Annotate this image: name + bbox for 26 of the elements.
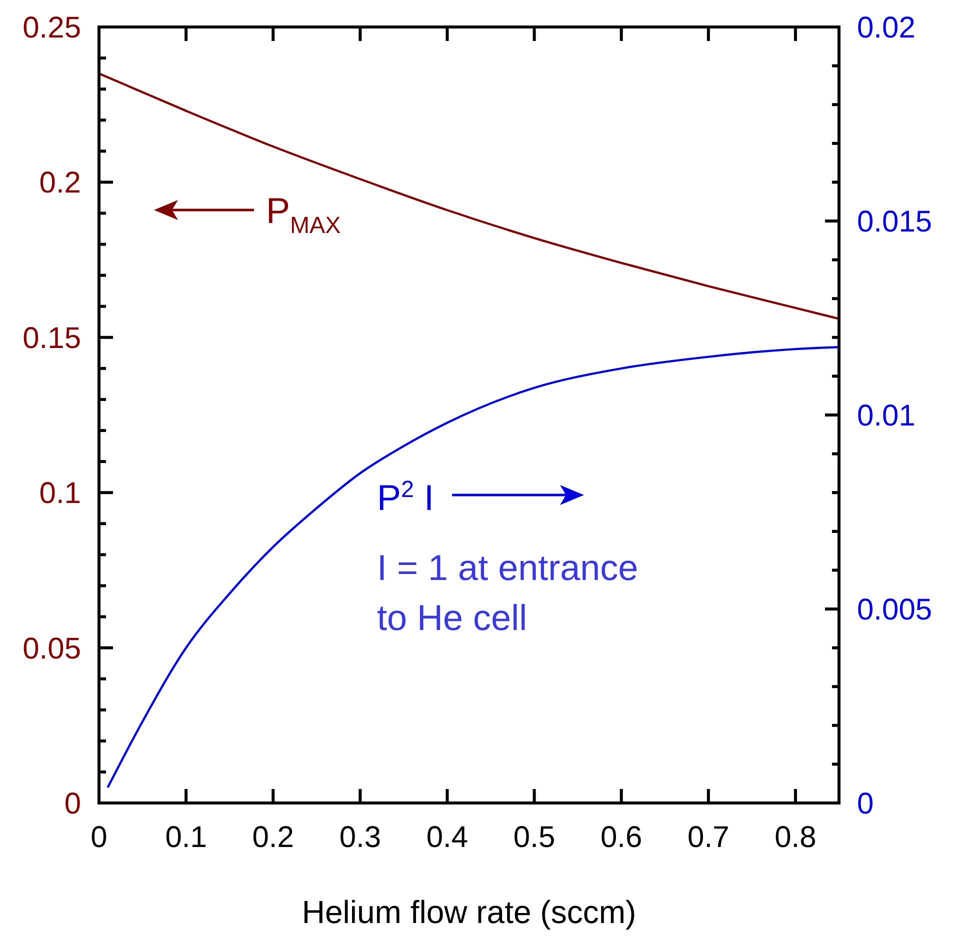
y-tick-label: 0.05 [22, 632, 81, 666]
x-tick-label: 0.3 [339, 821, 382, 854]
x-tick-label: 0.5 [513, 821, 556, 854]
x-tick-label: 0 [90, 821, 108, 854]
line-series [99, 72, 839, 320]
annotation: I = 1 at entrance to He cell [377, 547, 638, 638]
y-tick-label: 0.15 [22, 322, 81, 355]
x-tick-label: 0.6 [600, 821, 642, 854]
line-series [106, 346, 839, 789]
y2-tick-label: 0.005 [857, 594, 932, 626]
y-tick-label: 0 [64, 788, 81, 820]
y2-tick-label: 0.01 [857, 400, 916, 432]
x-tick-label: 0.8 [774, 821, 816, 854]
annotation: P$_{MAX}$ [266, 190, 342, 238]
x-tick-label: 0.7 [688, 821, 730, 854]
annotation: P$^{2}$ I [377, 476, 434, 518]
y2-tick-label: 0 [857, 788, 874, 820]
x-tick-label: 0.1 [165, 821, 207, 854]
x-axis-title: Helium flow rate (sccm) [302, 894, 636, 930]
y2-tick-label: 0.015 [857, 206, 932, 238]
x-tick-label: 0.2 [252, 821, 294, 854]
y-tick-label: 0.2 [39, 166, 81, 200]
y2-tick-label: 0.02 [857, 12, 916, 44]
y-tick-label: 0.1 [39, 477, 81, 510]
y-tick-label: 0.25 [22, 12, 81, 44]
x-tick-label: 0.4 [426, 821, 468, 854]
